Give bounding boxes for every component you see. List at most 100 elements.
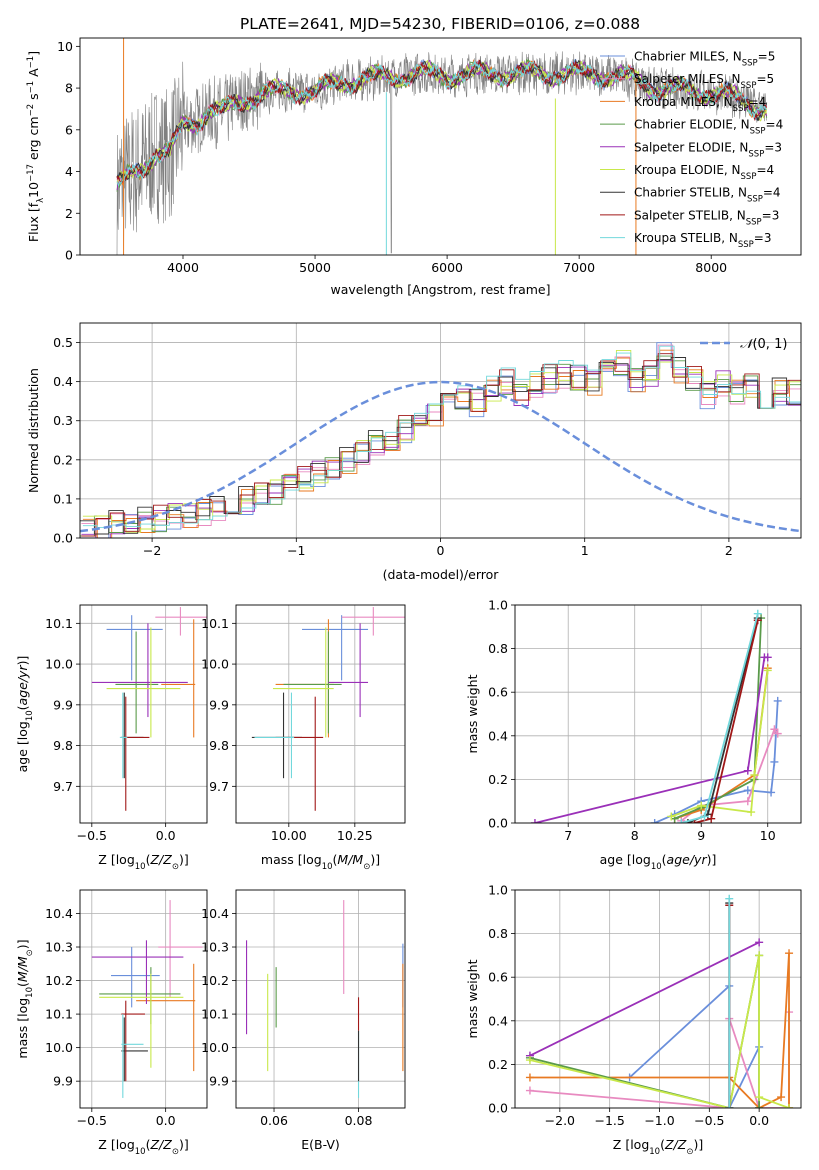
figure-title: PLATE=2641, MJD=54230, FIBERID=0106, z=0… (240, 15, 640, 33)
age_vs_Z-plot-area (91, 607, 207, 811)
axes-frame (514, 889, 802, 1109)
x-axis-label: mass [log10(M/M⊙)] (261, 852, 380, 872)
residual-histogram (82, 345, 801, 528)
y-axis-label: mass [log10(M/M⊙)] (15, 939, 35, 1058)
weight_vs_Z-plot-area (525, 894, 794, 1108)
x-tick-label: 2 (725, 543, 733, 558)
y-tick-label: 0.2 (488, 772, 508, 787)
gaussian-curve (80, 380, 801, 533)
y-tick-label: 0.3 (53, 413, 73, 428)
x-tick-label: 10 (760, 828, 776, 843)
weight-line (674, 668, 769, 820)
x-tick-label: 0.06 (260, 1113, 288, 1128)
y-tick-label: 8 (65, 81, 73, 96)
residuals-panel: −2 −1 0 1 2 0.0 0.1 0.2 0.3 0.4 0.5 (data-model)/er… (26, 322, 802, 582)
axes-frame (79, 889, 208, 1109)
weight-marker (777, 1093, 786, 1102)
y-tick-label: 0.8 (488, 641, 508, 656)
age_vs_mass-panel: 10.00 10.25 9.7 9.8 9.9 10.0 10.1 mass [log10(M… (201, 604, 406, 872)
y-tick-label: 0 (65, 248, 73, 263)
y-tick-label: 1.0 (488, 883, 508, 898)
legend-label: Kroupa MILES, NSSP=4 (634, 95, 766, 114)
weight-marker (770, 725, 779, 734)
y-axis-label: Normed distribution (26, 368, 41, 493)
y-axis-label: age [log10(age/yr)] (15, 656, 35, 773)
residual-histogram (81, 344, 801, 528)
weight-marker (755, 1093, 764, 1102)
x-tick-label: 0 (437, 543, 445, 558)
y-tick-label: 9.9 (209, 697, 229, 712)
y-tick-label: 10.0 (201, 1040, 229, 1055)
spectrum-panel: 4000 5000 6000 7000 8000 0 2 4 6 8 10 wavelength [A… (26, 37, 802, 297)
x-tick-label: 6000 (431, 260, 463, 275)
x-tick-label: 0.0 (156, 1113, 176, 1128)
weight-marker (785, 1104, 794, 1108)
legend-label: Chabrier MILES, NSSP=5 (634, 50, 775, 69)
axes-frame (79, 322, 802, 539)
weight_vs_age-plot-area (530, 609, 782, 823)
legend-label: Chabrier STELIB, NSSP=4 (634, 186, 781, 205)
y-tick-label: 0.4 (53, 374, 73, 389)
weight-marker (755, 1104, 764, 1108)
y-tick-label: 6 (65, 122, 73, 137)
weight-marker (773, 729, 782, 738)
y-axis-label: mass weight (465, 959, 480, 1038)
legend-label: Chabrier ELODIE, NSSP=4 (634, 118, 783, 137)
legend-label: Kroupa STELIB, NSSP=3 (634, 231, 772, 250)
y-tick-label: 0.2 (53, 452, 73, 467)
x-tick-label: 9 (697, 828, 705, 843)
y-tick-label: 9.8 (209, 738, 229, 753)
y-tick-label: 10.3 (45, 940, 73, 955)
y-tick-label: 9.9 (53, 1074, 73, 1089)
y-tick-label: 10.2 (201, 973, 229, 988)
x-axis-label: Z [log10(Z/Z⊙)] (98, 852, 188, 872)
weight-marker (743, 766, 752, 775)
residual-histogram (80, 342, 801, 538)
x-tick-label: −1 (287, 543, 305, 558)
x-axis-label: Z [log10(Z/Z⊙)] (613, 1137, 703, 1157)
weight_vs_Z-panel: −2.0 −1.5 −1.0 −0.5 0.0 0.0 0.2 0.4 0.6 0.8 1.0 Z [… (465, 883, 802, 1157)
spectrum-plot-area (116, 38, 768, 255)
y-tick-label: 0.1 (53, 491, 73, 506)
y-tick-label: 9.8 (53, 738, 73, 753)
y-tick-label: 10.1 (201, 616, 229, 631)
weight-marker (785, 949, 794, 958)
y-tick-label: 10.1 (45, 1007, 73, 1022)
weight-marker (743, 797, 752, 806)
y-tick-label: 0.0 (488, 1101, 508, 1116)
weight-marker (677, 819, 686, 823)
legend-label: 𝒩(0, 1) (740, 337, 787, 352)
y-tick-label: 10.4 (201, 906, 229, 921)
weight-marker (763, 666, 772, 675)
weight-line (529, 955, 760, 1108)
y-tick-label: 0.5 (53, 335, 73, 350)
y-tick-label: 10.1 (45, 616, 73, 631)
y-tick-label: 0.0 (53, 531, 73, 546)
weight-marker (697, 801, 706, 810)
x-tick-label: −1.5 (594, 1113, 624, 1128)
x-axis-label: (data-model)/error (383, 567, 500, 582)
y-tick-label: 10.4 (45, 906, 73, 921)
weight-marker (770, 757, 779, 766)
weight-marker (690, 819, 699, 823)
axes-frame (79, 37, 802, 256)
weight-marker (725, 894, 734, 903)
axes-frame (79, 604, 208, 824)
weight-marker (650, 819, 659, 823)
model-spectrum (116, 59, 768, 185)
y-tick-label: 10 (57, 39, 73, 54)
x-tick-label: 10.00 (271, 828, 307, 843)
y-tick-label: 0.8 (488, 926, 508, 941)
weight-line (681, 613, 759, 823)
y-tick-label: 10.2 (45, 973, 73, 988)
residual-histogram (81, 360, 801, 538)
spectrum-legend: Chabrier MILES, NSSP=5 Salpeter MILES, NS… (600, 50, 783, 250)
axes-frame (514, 604, 802, 824)
x-tick-label: 7 (564, 828, 572, 843)
x-tick-label: −2 (143, 543, 161, 558)
x-tick-label: 7000 (563, 260, 595, 275)
x-tick-label: 10.25 (337, 828, 373, 843)
y-tick-label: 10.3 (201, 940, 229, 955)
x-tick-label: 5000 (299, 260, 331, 275)
